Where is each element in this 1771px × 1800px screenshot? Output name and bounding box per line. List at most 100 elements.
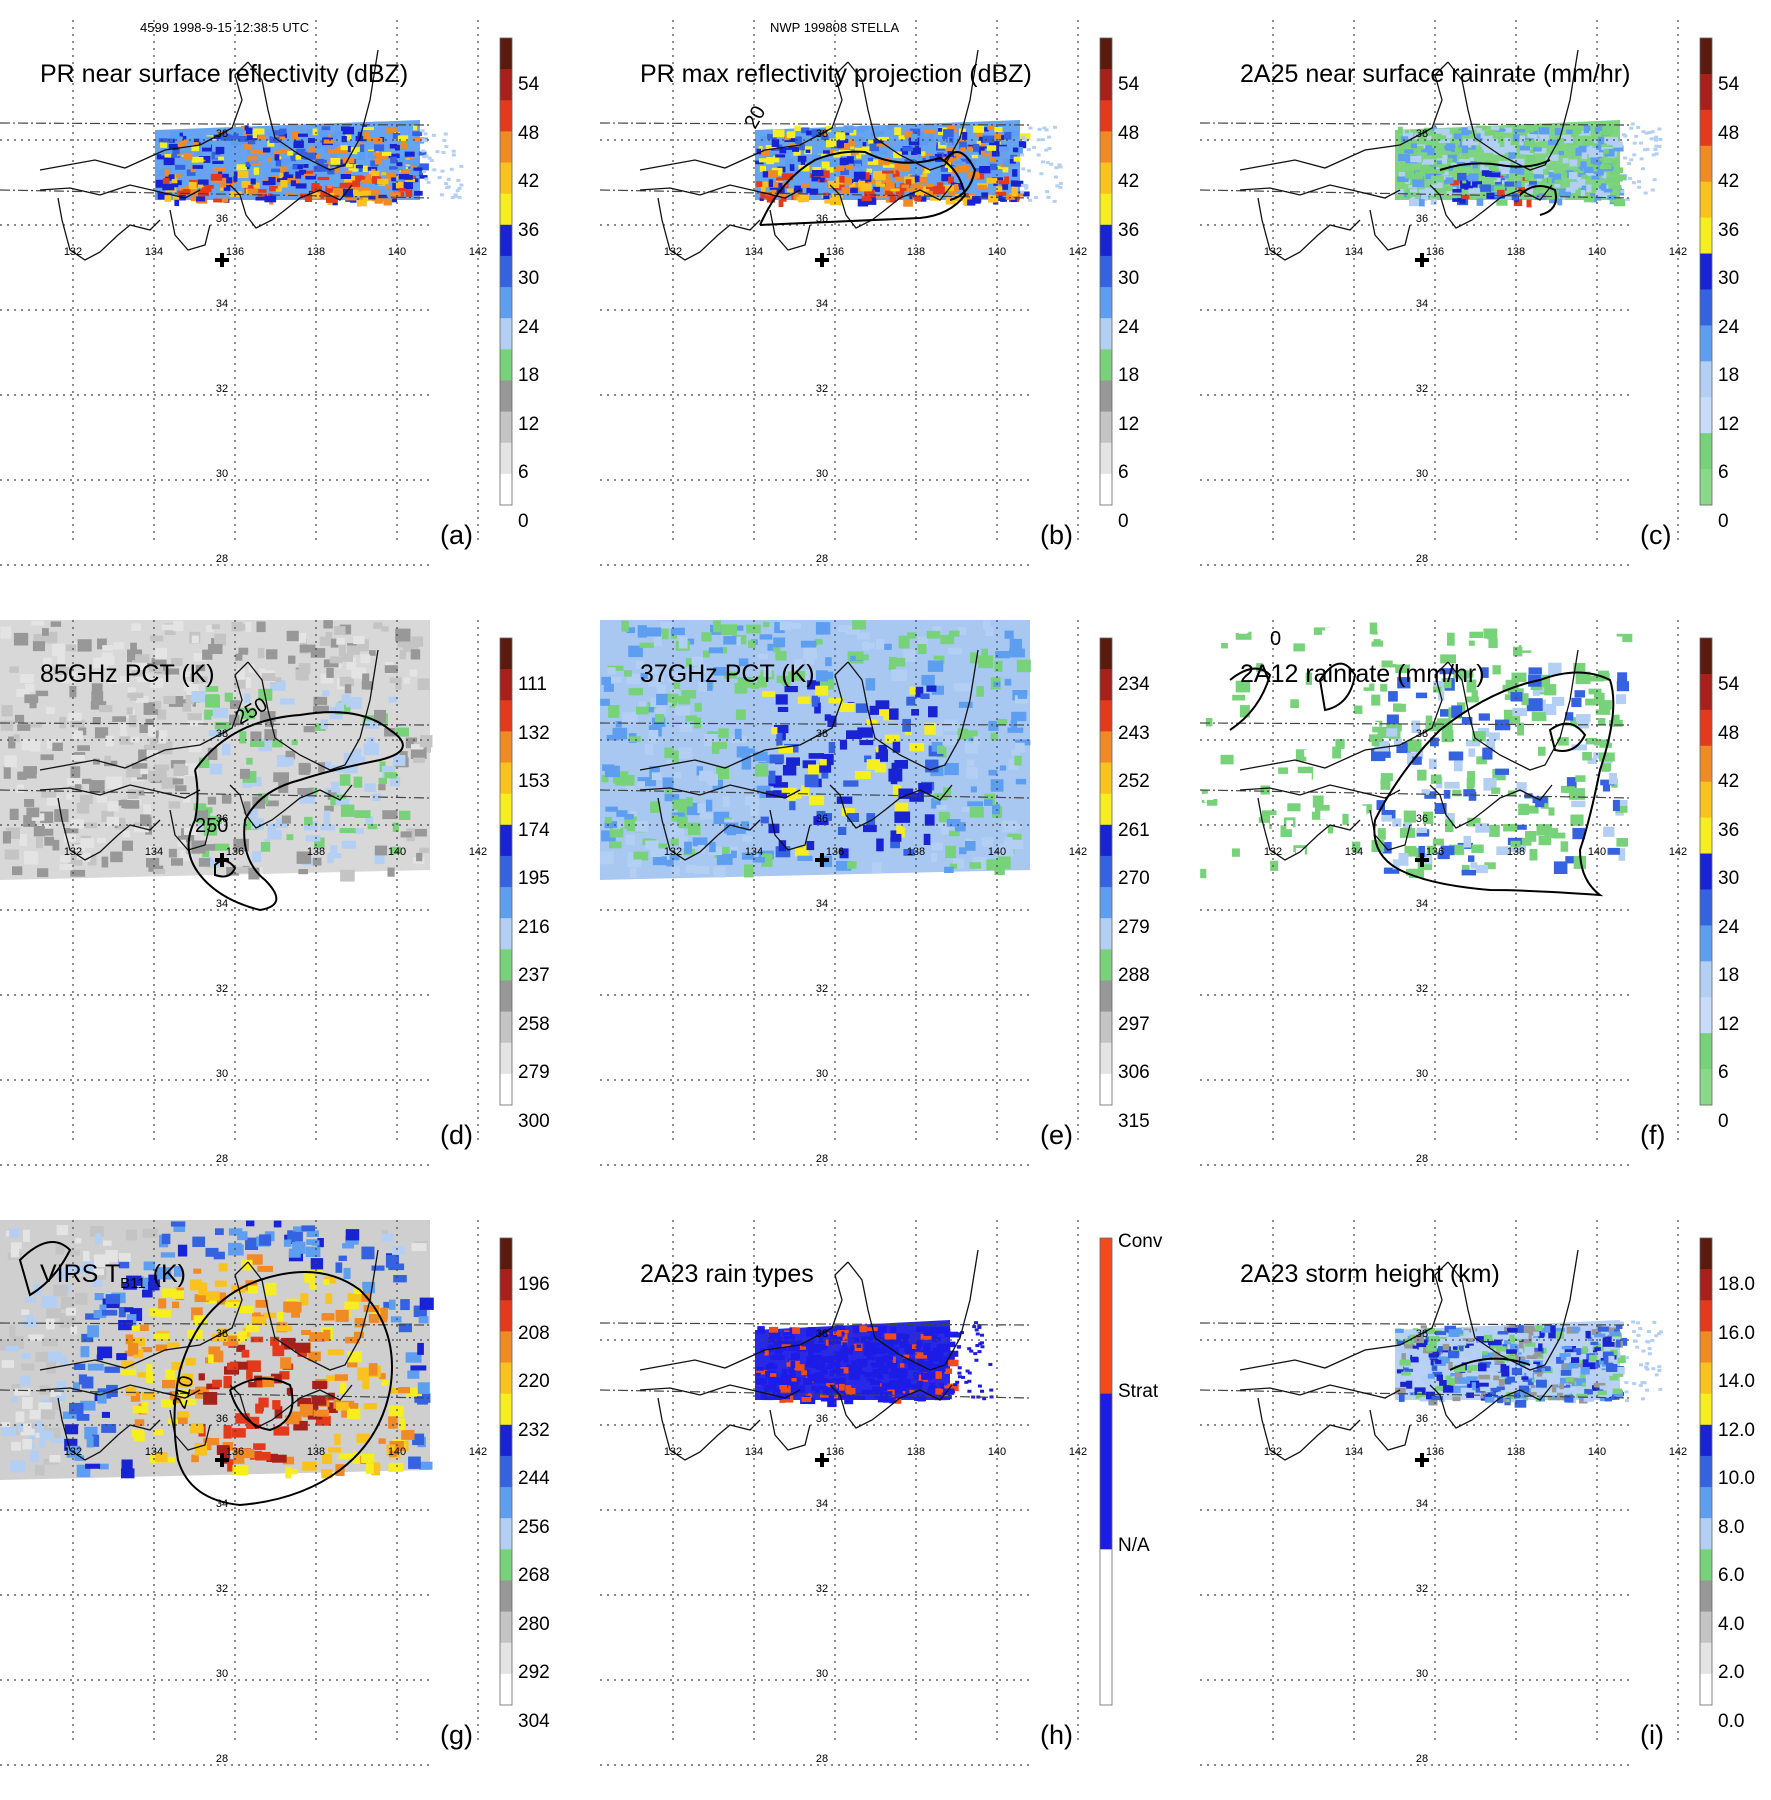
colorbar-tick-label: 36: [1718, 819, 1740, 841]
lon-tick-label: 138: [907, 246, 925, 258]
colorbar-swatch: [1100, 287, 1112, 319]
colorbar-swatch: [1700, 433, 1712, 470]
colorbar-swatch: [1700, 781, 1712, 819]
lat-tick-label: 32: [816, 1583, 828, 1595]
colorbar-swatch: [500, 224, 512, 257]
colorbar-tick-label: 0: [518, 510, 529, 532]
colorbar-swatch: [1700, 673, 1712, 711]
colorbar-swatch: [1100, 949, 1112, 981]
contour-lines: [1439, 159, 1557, 216]
colorbar-swatch: [1100, 1011, 1112, 1044]
colorbar-swatch: [500, 1362, 512, 1395]
lat-tick-label: 32: [1416, 1583, 1428, 1595]
lat-lon-grid: [600, 1220, 1079, 1766]
colorbar-swatch: [500, 1393, 512, 1426]
panel-title: PR max reflectivity projection (dBZ): [640, 60, 1032, 88]
colorbar-tick-label: 36: [518, 219, 540, 241]
lat-tick-label: 38: [1416, 1328, 1428, 1340]
colorbar-swatch: [1700, 1642, 1712, 1675]
lon-tick-label: 142: [469, 246, 487, 258]
lat-tick-label: 34: [1416, 298, 1428, 310]
precip-field: [1395, 120, 1663, 208]
colorbar-tick-label: 54: [518, 74, 540, 95]
panel-label: (h): [1040, 1720, 1073, 1750]
panel-a: 132 134 136 138 140 142 38 36 34 32 30 28 54 48 42 36 30…: [0, 20, 580, 600]
lat-lon-grid: [1200, 20, 1679, 566]
colorbar-swatch: [1700, 1033, 1712, 1070]
colorbar-swatch: [1100, 731, 1112, 764]
colorbar-swatch: [1700, 217, 1712, 255]
colorbar-swatch: [1700, 1518, 1712, 1550]
lon-tick-label: 136: [1426, 1446, 1444, 1458]
contour-lines: [759, 150, 977, 226]
lat-lon-grid: [0, 20, 479, 566]
colorbar-swatch: [500, 349, 512, 381]
colorbar-tick-label: 0.0: [1718, 1710, 1745, 1732]
colorbar-tick-label: 6.0: [1718, 1565, 1745, 1586]
colorbar-swatch: [500, 824, 512, 857]
lon-tick-label: 138: [307, 246, 325, 258]
panel-d: 132 134 136 138 140 142 38 36 34 32 30 28 250 250 111 1…: [0, 620, 580, 1200]
colorbar-tick-label: 196: [518, 1274, 550, 1295]
lat-tick-label: 38: [216, 1328, 228, 1340]
colorbar-tick-label: 280: [518, 1613, 550, 1635]
colorbar-swatch: [1100, 638, 1112, 670]
lat-tick-label: 30: [216, 1668, 228, 1680]
colorbar-swatch: [1700, 145, 1712, 183]
lon-tick-label: 140: [988, 846, 1006, 858]
colorbar-tick-label: 279: [1118, 916, 1150, 938]
colorbar: [1699, 1237, 1713, 1706]
colorbar-tick-label: 30: [1118, 268, 1140, 289]
colorbar-swatch: [500, 255, 512, 288]
lat-tick-label: 36: [216, 1413, 228, 1425]
lon-tick-label: 132: [664, 246, 682, 258]
panel-h: 132 134 136 138 140 142 38 36 34 32 30 28 Conv Strat N…: [600, 1220, 1180, 1800]
lon-tick-label: 136: [226, 1446, 244, 1458]
colorbar-tick-label: 42: [1118, 171, 1140, 192]
colorbar-swatch: [1100, 824, 1112, 857]
colorbar-swatch: [1100, 1073, 1112, 1106]
contour-label: 250: [195, 815, 228, 837]
colorbar-swatch: [1700, 817, 1712, 855]
coastline: [1239, 649, 1579, 861]
colorbar-swatch: [1700, 1331, 1712, 1364]
lon-tick-label: 132: [664, 846, 682, 858]
colorbar-swatch: [1700, 181, 1712, 219]
colorbar-swatch: [1100, 1393, 1112, 1550]
lat-tick-label: 28: [816, 1753, 828, 1765]
colorbar-swatch: [1700, 1487, 1712, 1519]
colorbar-swatch: [500, 1642, 512, 1675]
lon-tick-label: 132: [1264, 246, 1282, 258]
colorbar-tick-label: 16.0: [1718, 1322, 1755, 1344]
panel-title: 2A12 rainrate (mm/hr): [1240, 660, 1485, 688]
colorbar-swatch: [500, 1011, 512, 1044]
colorbar-swatch: [500, 1042, 512, 1075]
colorbar: [1099, 637, 1113, 1106]
colorbar-tick-label: 243: [1118, 722, 1150, 744]
lat-tick-label: 28: [1416, 553, 1428, 565]
colorbar-swatch: [1700, 397, 1712, 434]
precip-field: [600, 620, 1031, 880]
contour-label: 20: [740, 102, 770, 132]
colorbar-tick-label: 18.0: [1718, 1274, 1755, 1295]
colorbar-swatch: [500, 855, 512, 888]
lat-tick-label: 36: [216, 813, 228, 825]
lon-tick-label: 136: [826, 246, 844, 258]
lon-tick-label: 134: [145, 1446, 163, 1458]
colorbar-swatch: [1700, 638, 1712, 675]
map-plot: 132 134 136 138 140 142 38 36 34 32 30 28: [600, 620, 1113, 1166]
lat-tick-label: 30: [216, 1068, 228, 1080]
lon-tick-label: 140: [388, 1446, 406, 1458]
lat-tick-label: 30: [1416, 1668, 1428, 1680]
colorbar-swatch: [500, 949, 512, 981]
lon-tick-label: 134: [145, 246, 163, 258]
panel-title: 85GHz PCT (K): [40, 660, 215, 688]
colorbar-swatch: [500, 1518, 512, 1550]
colorbar-swatch: [1700, 38, 1712, 75]
lat-tick-label: 32: [216, 1583, 228, 1595]
colorbar-swatch: [1700, 73, 1712, 111]
colorbar-swatch: [500, 918, 512, 950]
lat-lon-grid: [1200, 620, 1679, 1166]
lat-tick-label: 30: [1416, 468, 1428, 480]
